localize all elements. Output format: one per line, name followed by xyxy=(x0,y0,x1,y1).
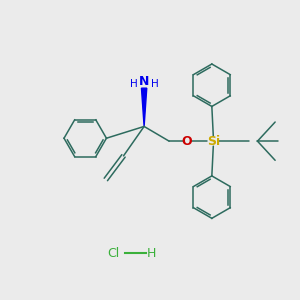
Polygon shape xyxy=(142,88,147,126)
Text: H: H xyxy=(147,247,156,260)
Text: Cl: Cl xyxy=(107,247,119,260)
Text: H: H xyxy=(151,79,158,89)
Text: O: O xyxy=(182,135,192,148)
Text: H: H xyxy=(130,79,138,89)
Text: N: N xyxy=(139,75,149,88)
Text: Si: Si xyxy=(207,135,220,148)
